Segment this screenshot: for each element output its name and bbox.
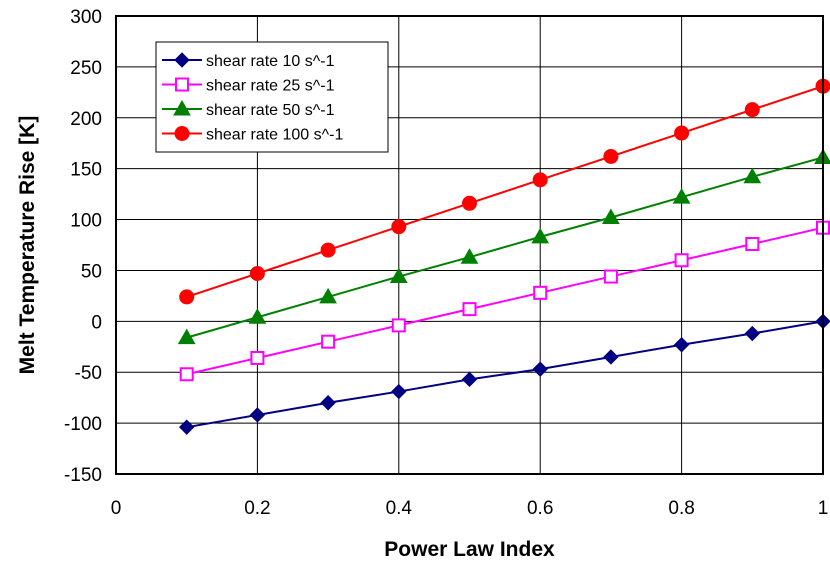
data-point <box>672 188 691 204</box>
data-point <box>460 248 479 264</box>
data-point <box>462 195 477 211</box>
x-tick-labels: 0 0.2 0.4 0.6 0.8 1 <box>111 498 829 519</box>
legend-marker <box>174 52 190 68</box>
data-point <box>249 407 266 423</box>
legend-label: shear rate 10 s^-1 <box>206 53 335 70</box>
data-point <box>179 367 194 382</box>
legend-item: shear rate 25 s^-1 <box>162 77 335 95</box>
x-tick-label: 1 <box>818 498 829 519</box>
data-point <box>674 253 689 268</box>
data-point <box>391 219 407 235</box>
series-3 <box>177 148 830 345</box>
legend-label: shear rate 50 s^-1 <box>206 102 335 119</box>
data-point <box>179 289 195 305</box>
legend-item: shear rate 10 s^-1 <box>162 52 335 70</box>
data-point <box>533 285 548 300</box>
legend-marker <box>175 77 189 92</box>
x-tick-label: 0 <box>111 498 122 519</box>
data-point <box>674 125 690 141</box>
data-point <box>177 328 196 345</box>
series-line <box>186 226 824 376</box>
y-tick-label: -100 <box>64 414 102 435</box>
x-axis-title: Power Law Index <box>384 538 555 561</box>
series-line <box>186 320 824 429</box>
data-point <box>603 349 619 365</box>
data-point <box>532 361 548 377</box>
y-tick-label: 300 <box>70 7 102 28</box>
plot-frame <box>115 15 824 475</box>
data-point <box>744 102 760 118</box>
legend-label: shear rate 100 s^-1 <box>206 127 343 144</box>
data-point <box>320 395 336 411</box>
data-point <box>248 308 267 324</box>
y-tick-label: 100 <box>70 211 102 232</box>
y-tick-label: 0 <box>91 312 102 333</box>
y-tick-label: -150 <box>64 465 102 486</box>
data-point <box>462 302 477 317</box>
data-point <box>745 236 760 251</box>
series-line <box>186 156 824 339</box>
legend-item: shear rate 100 s^-1 <box>162 126 343 144</box>
legend-marker <box>173 99 191 116</box>
data-point <box>178 419 195 435</box>
data-point <box>391 318 406 333</box>
data-point <box>391 383 407 400</box>
x-tick-label: 0.4 <box>386 498 413 519</box>
series-1 <box>178 313 830 435</box>
data-point <box>320 242 336 258</box>
data-point <box>461 371 478 388</box>
series-line <box>186 85 824 298</box>
series-4 <box>179 78 830 305</box>
data-point <box>744 325 761 342</box>
y-tick-label: -50 <box>75 363 102 384</box>
y-tick-label: 200 <box>70 109 102 130</box>
y-tick-label: 150 <box>70 160 102 181</box>
legend-label: shear rate 25 s^-1 <box>206 78 335 95</box>
x-tick-label: 0.6 <box>527 498 553 519</box>
data-point <box>250 350 265 365</box>
data-point <box>603 269 618 284</box>
data-point <box>743 167 762 184</box>
legend: shear rate 10 s^-1 shear rate 25 s^-1 shea… <box>155 41 389 153</box>
data-point <box>603 148 619 164</box>
data-point <box>389 267 408 284</box>
x-tick-label: 0.8 <box>668 498 694 519</box>
data-point <box>319 287 337 304</box>
y-tick-labels: -150 -100 -50 0 50 100 150 200 250 300 <box>64 7 102 486</box>
data-point <box>602 208 620 225</box>
data-point <box>673 337 690 353</box>
y-tick-label: 250 <box>70 58 102 79</box>
series-2 <box>179 220 830 382</box>
data-point <box>321 334 336 349</box>
y-axis-title: Melt Temperature Rise [K] <box>16 116 39 375</box>
legend-marker <box>174 126 190 141</box>
data-point <box>249 265 265 281</box>
y-tick-label: 50 <box>81 261 102 282</box>
legend-item: shear rate 50 s^-1 <box>162 99 335 119</box>
data-point <box>532 172 548 188</box>
x-tick-label: 0.2 <box>244 498 270 519</box>
data-point <box>531 227 550 244</box>
